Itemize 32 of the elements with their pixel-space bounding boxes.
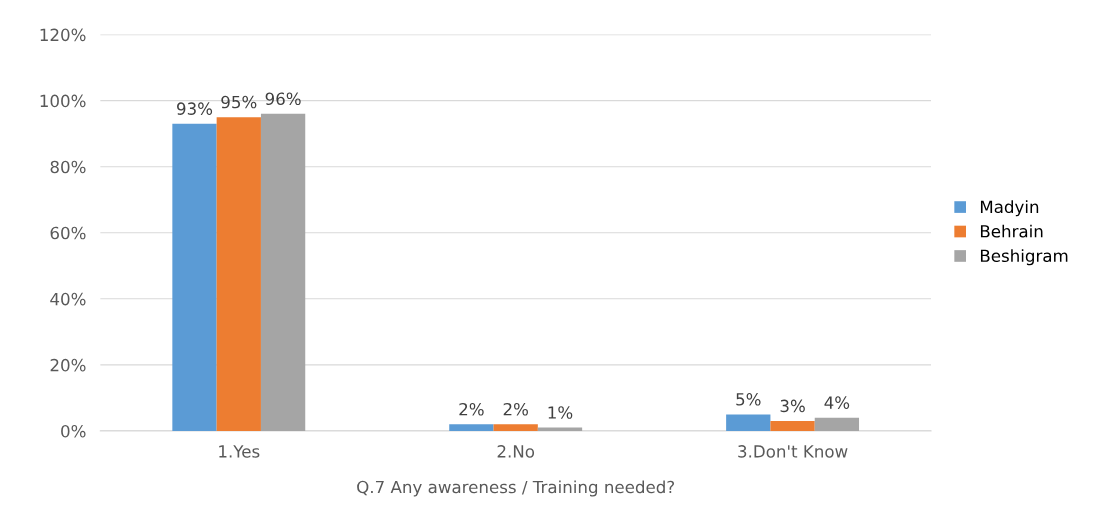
data-label: 93%: [177, 102, 213, 115]
bar: [814, 417, 860, 431]
y-tick-label: 20%: [50, 358, 86, 372]
bar: [726, 414, 771, 431]
y-tick-label: 100%: [40, 94, 86, 108]
data-label: 1%: [548, 406, 573, 419]
data-label: 3%: [780, 399, 805, 413]
x-tick-label: 1.Yes: [219, 445, 260, 458]
data-label: 4%: [824, 396, 850, 409]
legend-label: Behrain: [980, 224, 1043, 238]
data-label: 2%: [459, 402, 484, 416]
y-tick-label: 80%: [50, 160, 86, 174]
legend-label: Madyin: [980, 200, 1039, 217]
data-label: 2%: [503, 402, 528, 416]
bar: [537, 427, 583, 431]
bar: [493, 424, 538, 431]
bar: [216, 117, 261, 431]
bar: [172, 123, 217, 431]
y-tick-label: 60%: [50, 226, 86, 240]
y-tick-label: 0%: [61, 424, 86, 438]
data-label: 5%: [736, 393, 761, 406]
x-axis-title: Q.7 Any awareness / Training needed?: [357, 480, 675, 497]
y-tick-label: 120%: [40, 28, 86, 42]
x-tick-label: 2.No: [497, 445, 535, 458]
legend-label: Beshigram: [980, 249, 1068, 266]
data-label: 96%: [265, 92, 301, 106]
x-tick-label: 3.Don't Know: [738, 445, 848, 458]
bar: [770, 421, 815, 431]
bar: [449, 424, 494, 431]
data-label: 95%: [221, 95, 257, 109]
bar: [260, 113, 306, 431]
y-tick-label: 40%: [50, 292, 86, 306]
